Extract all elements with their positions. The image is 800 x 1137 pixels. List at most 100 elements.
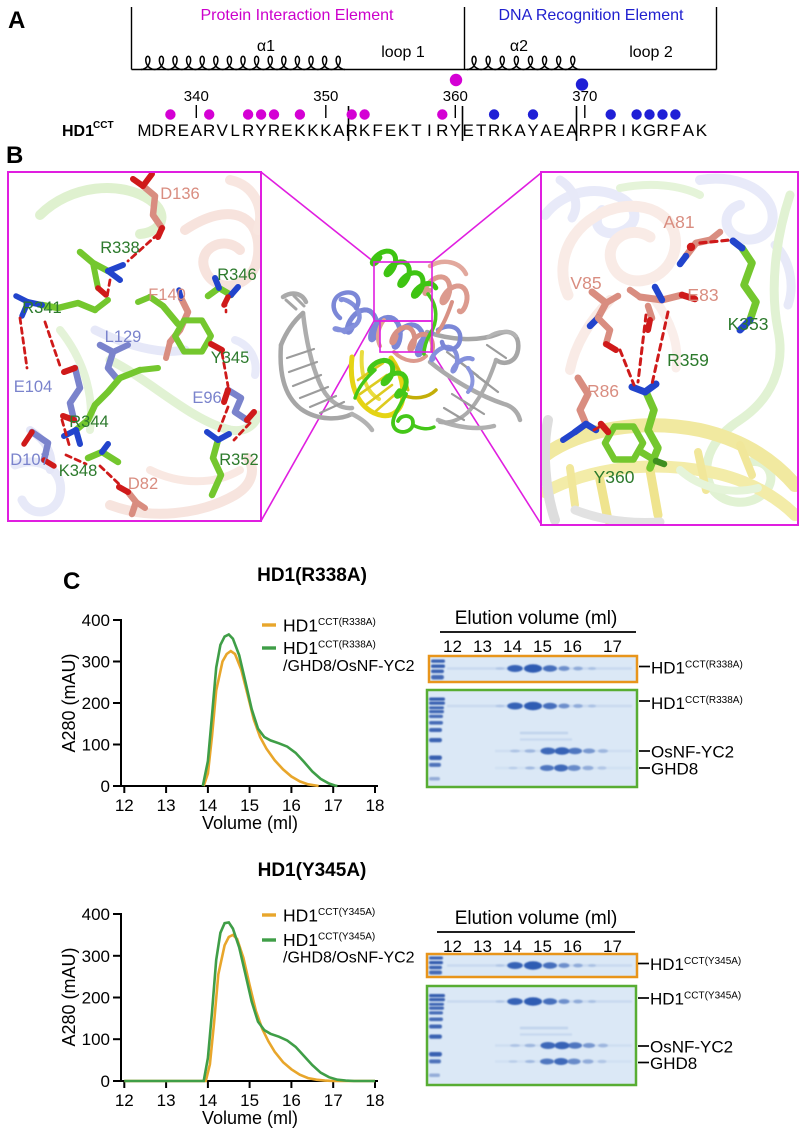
svg-text:17: 17: [324, 796, 343, 815]
svg-text:GHD8: GHD8: [651, 760, 698, 779]
svg-text:300: 300: [82, 653, 110, 672]
svg-text:K: K: [398, 121, 410, 140]
svg-text:A81: A81: [663, 212, 694, 232]
svg-text:R86: R86: [587, 381, 619, 401]
svg-text:100: 100: [82, 1030, 110, 1049]
svg-text:100: 100: [82, 736, 110, 755]
svg-text:I: I: [427, 121, 432, 140]
svg-text:Elution volume (ml): Elution volume (ml): [455, 608, 618, 629]
svg-text:E: E: [385, 121, 396, 140]
svg-text:R341: R341: [22, 299, 61, 317]
svg-text:16: 16: [282, 796, 301, 815]
svg-text:HD1CCT(Y345A): HD1CCT(Y345A): [650, 990, 741, 1009]
svg-text:13: 13: [473, 637, 492, 656]
svg-text:/GHD8/OsNF-YC2: /GHD8/OsNF-YC2: [283, 950, 415, 967]
svg-text:R: R: [579, 121, 591, 140]
svg-text:D107: D107: [10, 451, 49, 469]
svg-text:A: A: [8, 7, 25, 34]
svg-text:R: R: [164, 121, 176, 140]
svg-text:Y345: Y345: [211, 349, 250, 367]
svg-text:12: 12: [115, 796, 134, 815]
svg-text:HD1CCT(R338A): HD1CCT(R338A): [651, 694, 743, 713]
svg-text:13: 13: [473, 937, 492, 956]
svg-text:18: 18: [366, 1091, 385, 1110]
svg-text:A: A: [333, 121, 345, 140]
svg-text:HD1CCT(Y345A): HD1CCT(Y345A): [283, 930, 375, 950]
svg-text:R: R: [656, 121, 668, 140]
svg-text:HD1CCT(Y345A): HD1CCT(Y345A): [283, 906, 375, 926]
svg-text:OsNF-YC2: OsNF-YC2: [650, 1038, 733, 1057]
svg-text:/GHD8/OsNF-YC2: /GHD8/OsNF-YC2: [283, 658, 415, 675]
svg-text:18: 18: [366, 796, 385, 815]
svg-text:F: F: [670, 121, 680, 140]
svg-text:12: 12: [115, 1091, 134, 1110]
svg-text:HD1(R338A): HD1(R338A): [257, 565, 367, 586]
svg-text:A280 (mAU): A280 (mAU): [59, 653, 79, 752]
svg-text:16: 16: [282, 1091, 301, 1110]
svg-text:R: R: [203, 121, 215, 140]
svg-text:F: F: [372, 121, 382, 140]
svg-text:HD1CCT(Y345A): HD1CCT(Y345A): [650, 955, 741, 974]
svg-text:12: 12: [443, 937, 462, 956]
svg-text:K: K: [631, 121, 643, 140]
svg-text:CCT: CCT: [93, 120, 114, 131]
svg-text:350: 350: [313, 88, 338, 105]
svg-text:E: E: [178, 121, 189, 140]
svg-text:K353: K353: [728, 314, 769, 334]
svg-text:13: 13: [157, 796, 176, 815]
svg-text:17: 17: [603, 637, 622, 656]
svg-text:14: 14: [198, 1091, 217, 1110]
svg-text:R338: R338: [100, 239, 139, 257]
svg-text:K: K: [696, 121, 708, 140]
svg-text:F140: F140: [148, 286, 186, 304]
svg-text:Volume (ml): Volume (ml): [202, 1108, 298, 1128]
svg-text:17: 17: [324, 1091, 343, 1110]
svg-text:A: A: [514, 121, 526, 140]
svg-text:K: K: [320, 121, 332, 140]
svg-text:200: 200: [82, 989, 110, 1008]
svg-text:R: R: [242, 121, 254, 140]
svg-text:R: R: [268, 121, 280, 140]
svg-text:R: R: [346, 121, 358, 140]
svg-text:R346: R346: [217, 266, 256, 284]
svg-text:α2: α2: [510, 38, 528, 55]
svg-text:400: 400: [82, 611, 110, 630]
svg-text:C: C: [63, 568, 80, 595]
svg-text:R: R: [488, 121, 500, 140]
svg-text:14: 14: [198, 796, 217, 815]
svg-text:Protein Interaction Element: Protein Interaction Element: [201, 7, 395, 24]
svg-text:D: D: [151, 121, 163, 140]
svg-text:D82: D82: [128, 475, 158, 493]
svg-text:Y: Y: [527, 121, 538, 140]
svg-text:E96: E96: [192, 389, 221, 407]
svg-text:A280 (mAU): A280 (mAU): [59, 947, 79, 1046]
svg-text:OsNF-YC2: OsNF-YC2: [651, 743, 734, 762]
svg-text:R359: R359: [667, 350, 709, 370]
svg-text:E104: E104: [14, 378, 53, 396]
svg-text:R352: R352: [219, 451, 258, 469]
svg-text:K348: K348: [59, 462, 98, 480]
svg-text:14: 14: [503, 637, 522, 656]
svg-text:340: 340: [184, 88, 209, 105]
svg-text:12: 12: [443, 637, 462, 656]
svg-text:M: M: [137, 121, 151, 140]
svg-text:17: 17: [603, 937, 622, 956]
svg-text:loop 2: loop 2: [629, 44, 673, 61]
svg-text:14: 14: [503, 937, 522, 956]
svg-text:R344: R344: [69, 413, 108, 431]
svg-text:0: 0: [101, 1072, 110, 1091]
svg-text:R: R: [605, 121, 617, 140]
svg-text:GHD8: GHD8: [650, 1054, 697, 1073]
svg-text:370: 370: [572, 88, 597, 105]
svg-text:Volume (ml): Volume (ml): [202, 813, 298, 833]
svg-text:Elution volume (ml): Elution volume (ml): [455, 908, 618, 929]
svg-text:V: V: [217, 121, 229, 140]
svg-text:HD1CCT(R338A): HD1CCT(R338A): [651, 659, 743, 678]
svg-text:HD1CCT(R338A): HD1CCT(R338A): [283, 638, 376, 658]
svg-text:HD1CCT(R338A): HD1CCT(R338A): [283, 616, 376, 636]
svg-text:15: 15: [533, 937, 552, 956]
svg-text:0: 0: [101, 777, 110, 796]
svg-text:15: 15: [240, 796, 259, 815]
svg-text:Y: Y: [450, 121, 461, 140]
svg-text:15: 15: [533, 637, 552, 656]
